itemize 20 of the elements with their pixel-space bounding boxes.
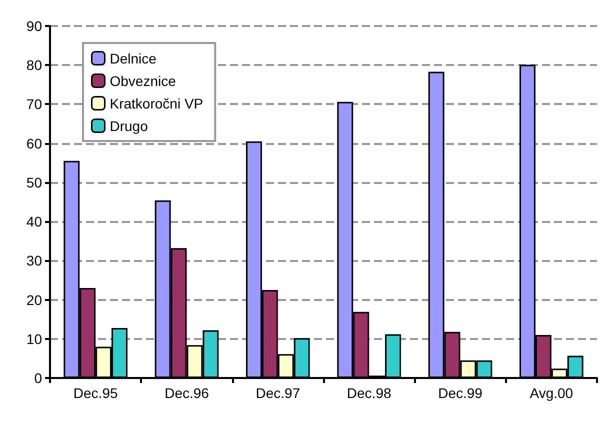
legend-label: Kratkoročni VP [110,95,204,112]
x-tick-label: Dec.96 [164,385,210,401]
legend-label: Obveznice [110,72,176,89]
y-tick-label: 80 [26,57,42,74]
x-tick-label: Avg.00 [530,385,574,401]
y-tick-label: 40 [26,214,42,230]
y-tick-label: 10 [26,330,42,347]
y-tick-label: 60 [26,135,42,152]
x-tick-label: Dec.97 [256,385,300,401]
y-tick-label: 30 [26,252,42,269]
x-tick-label: Dec.95 [73,385,118,401]
x-tick-label: Dec.98 [346,385,392,401]
y-tick-label: 70 [26,96,42,112]
y-tick-label: 20 [26,292,42,308]
legend-label: Delnice [110,50,157,66]
y-tick-label: 90 [26,18,42,34]
y-tick-label: 50 [26,174,42,190]
legend-label: Drugo [110,118,148,134]
y-tick-label: 0 [34,370,42,386]
x-tick-label: Dec.99 [438,385,483,401]
